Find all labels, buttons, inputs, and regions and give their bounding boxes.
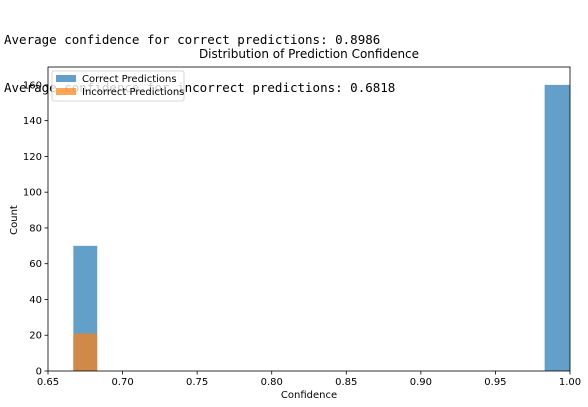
axes-layer: 0.65 0.70 0.75 0.80 0.85 0.90 0.95 1.00 0 20 40 60 8… [23, 66, 581, 388]
bar-incorrect-0 [73, 333, 98, 371]
histogram-chart: Distribution of Prediction Confidence 0.… [9, 47, 581, 401]
y-tick-label: 80 [29, 223, 42, 234]
y-tick-label: 120 [23, 152, 42, 163]
y-tick-label: 0 [36, 367, 42, 378]
y-axis-label: Count [9, 205, 20, 235]
x-axis-label: Confidence [281, 390, 337, 401]
x-tick-label: 0.80 [261, 377, 283, 388]
plot-frame [47, 66, 571, 372]
bar-correct-1 [544, 84, 570, 371]
x-tick-label: 0.85 [335, 377, 357, 388]
legend-label-correct: Correct Predictions [82, 74, 177, 85]
bars-layer [73, 84, 570, 371]
x-tick-label: 0.90 [410, 377, 432, 388]
y-tick-label: 160 [23, 80, 42, 91]
x-tick-label: 0.65 [37, 377, 59, 388]
y-tick-label: 100 [23, 188, 42, 199]
x-tick-label: 1.00 [559, 377, 581, 388]
y-tick-label: 60 [29, 259, 42, 270]
legend-swatch-incorrect [56, 88, 76, 95]
y-tick-label: 20 [29, 331, 42, 342]
x-tick-label: 0.75 [186, 377, 208, 388]
y-tick-label: 140 [23, 116, 42, 127]
y-tick-label: 40 [29, 295, 42, 306]
legend-swatch-correct [56, 75, 76, 82]
legend-box [51, 70, 185, 102]
x-tick-label: 0.70 [111, 377, 133, 388]
console-line-correct: Average confidence for correct predictio… [4, 32, 381, 47]
x-tick-label: 0.95 [484, 377, 506, 388]
legend: Correct Predictions Incorrect Predictions [51, 70, 185, 102]
legend-label-incorrect: Incorrect Predictions [82, 87, 184, 98]
chart-container: Distribution of Prediction Confidence 0.… [0, 40, 588, 402]
chart-title: Distribution of Prediction Confidence [199, 47, 419, 61]
